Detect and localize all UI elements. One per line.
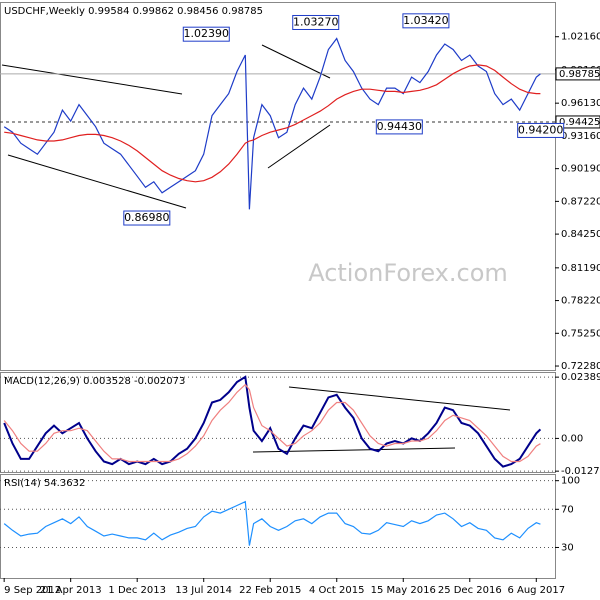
x-tick-label: 4 Oct 2015 — [309, 585, 364, 596]
annotation: 0.86980 — [124, 211, 170, 224]
x-tick-label: 15 May 2016 — [371, 585, 436, 596]
trendline — [288, 386, 511, 411]
trendline — [261, 44, 331, 79]
y-tick-label: 0.84250 — [561, 229, 600, 240]
panel-frame — [0, 474, 556, 579]
trendline — [7, 154, 187, 209]
x-tick-label: 25 Dec 2016 — [438, 585, 502, 596]
annotation: 1.02390 — [184, 27, 230, 40]
y-tick-label: 0.93160 — [561, 131, 600, 142]
panel-title: RSI(14) 54.3632 — [4, 478, 85, 489]
annotation-box — [292, 14, 340, 30]
annotation-box — [517, 122, 565, 138]
annotation: 0.94430 — [377, 120, 423, 133]
x-tick-label: 1 Dec 2013 — [108, 585, 166, 596]
series-line — [3, 37, 541, 210]
y-tick-label: 70 — [561, 504, 574, 515]
trendline — [267, 124, 331, 169]
annotation-box — [182, 26, 230, 42]
y-tick-label: 0.90190 — [561, 164, 600, 175]
y-tick-label: 0.78220 — [561, 296, 600, 307]
trendline — [1, 64, 183, 95]
panel-title: USDCHF,Weekly 0.99584 0.99862 0.98456 0.… — [4, 6, 263, 17]
y-tick-label: 0.00 — [561, 433, 583, 444]
panel-title: MACD(12,26,9) 0.003528 -0.002073 — [4, 376, 185, 387]
x-tick-label: 13 Jul 2014 — [175, 585, 232, 596]
y-tick-label: 0.023894 — [561, 372, 600, 383]
series-line — [3, 500, 541, 546]
y-tick-label: 0.96130 — [561, 98, 600, 109]
watermark: ActionForex.com — [308, 259, 508, 287]
trendline — [252, 447, 456, 453]
annotation: 1.03420 — [403, 14, 449, 27]
level-box — [555, 115, 600, 129]
series-line — [3, 383, 541, 463]
trendlines — [1, 44, 511, 453]
panel-frame — [0, 372, 556, 473]
annotation-box — [402, 13, 450, 29]
series-line — [4, 64, 541, 183]
level-label: 0.98785 — [559, 69, 600, 80]
annotation-box — [375, 119, 423, 135]
annotation: 0.94200 — [518, 123, 564, 136]
series-line — [3, 375, 542, 468]
level-label: 0.94425 — [559, 117, 600, 128]
y-tick-label: -0.012772 — [561, 466, 600, 477]
y-tick-label: 0.75250 — [561, 328, 600, 339]
y-tick-label: 100 — [561, 476, 580, 487]
y-tick-label: 0.72280 — [561, 361, 600, 372]
x-tick-label: 9 Sep 2012 — [4, 585, 61, 596]
y-tick-label: 30 — [561, 542, 574, 553]
annotation: 1.03270 — [293, 15, 339, 28]
y-tick-label: 0.81190 — [561, 263, 600, 274]
x-tick-label: 21 Apr 2013 — [40, 585, 102, 596]
x-tick-label: 6 Aug 2017 — [507, 585, 565, 596]
y-tick-label: 0.87220 — [561, 196, 600, 207]
y-tick-label: 1.02160 — [561, 32, 600, 43]
level-box — [555, 67, 600, 81]
x-tick-label: 22 Feb 2015 — [239, 585, 301, 596]
annotation-box — [123, 210, 171, 226]
panel-frame — [0, 2, 556, 371]
